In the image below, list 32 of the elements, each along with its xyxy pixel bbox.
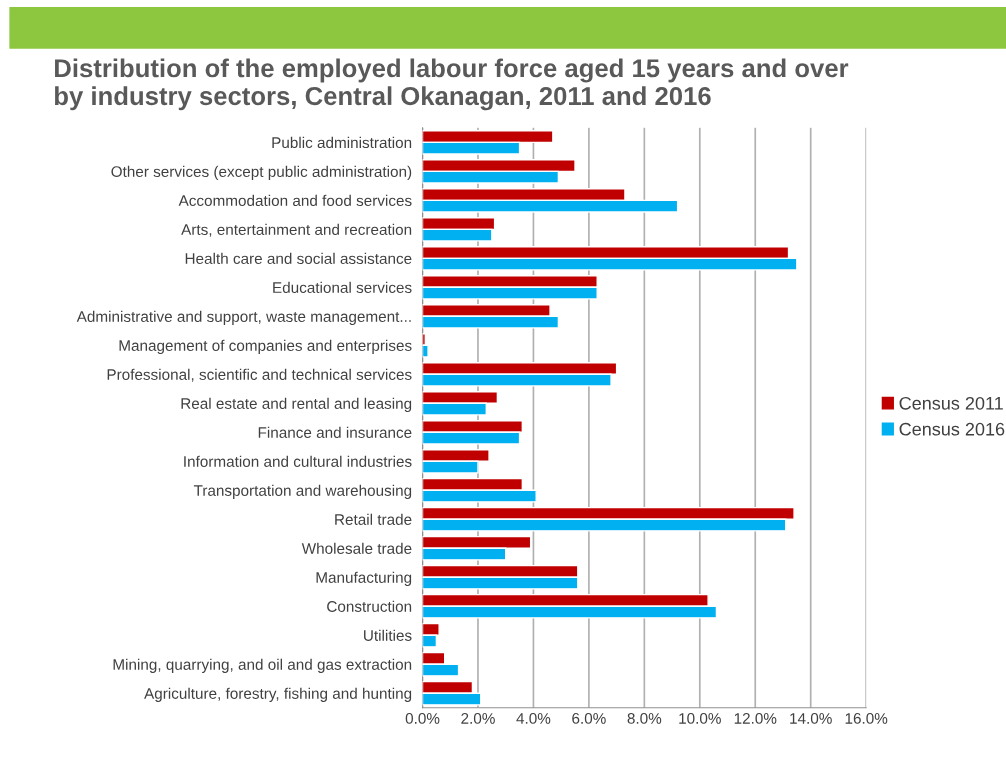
y-tick-label: Real estate and rental and leasing <box>181 397 412 412</box>
y-tick-label: Transportation and warehousing <box>193 484 412 499</box>
y-tick-label: Arts, entertainment and recreation <box>181 223 412 237</box>
y-tick-label: Administrative and support, waste management... <box>76 310 411 326</box>
y-tick-label: Retail trade <box>335 513 412 525</box>
y-tick-label: Professional, scientific and technical services <box>107 368 412 382</box>
y-tick-label: Mining, quarrying, and oil and gas extraction <box>113 658 412 673</box>
y-tick-label: Wholesale trade <box>301 542 412 554</box>
chart-title: Distribution of the employed labour force aged 15 years and over by industry sectors, Central Okanagan, 2011 and 2016 <box>55 58 849 111</box>
x-tick-label: 16.0% <box>845 712 888 724</box>
y-tick-label: Educational services <box>273 281 412 293</box>
y-tick-label: Management of companies and enterprises <box>119 339 412 355</box>
x-tick-label: 12.0% <box>734 712 777 724</box>
y-tick-label: Accommodation and food services <box>178 194 412 207</box>
legend-label: Census 2011 <box>899 396 1003 410</box>
legend-label: Census 2016 <box>899 422 1005 436</box>
y-tick-label: Other services (except public administration) <box>111 165 412 181</box>
y-tick-label: Information and cultural industries <box>184 455 412 467</box>
x-tick-label: 8.0% <box>627 712 662 724</box>
x-tick-label: 6.0% <box>572 712 606 724</box>
y-tick-label: Health care and social assistance <box>185 252 412 265</box>
x-tick-label: 2.0% <box>461 712 495 724</box>
y-tick-label: Construction <box>327 600 412 612</box>
x-tick-label: 0.0% <box>405 712 440 724</box>
x-tick-label: 14.0% <box>790 712 832 724</box>
y-tick-label: Agriculture, forestry, fishing and hunting <box>144 687 412 702</box>
y-tick-label: Manufacturing <box>316 571 412 586</box>
y-tick-label: Public administration <box>272 136 412 149</box>
x-tick-label: 4.0% <box>516 712 551 724</box>
x-tick-label: 10.0% <box>679 712 721 724</box>
y-tick-label: Finance and insurance <box>258 426 412 438</box>
y-tick-label: Utilities <box>364 629 412 641</box>
